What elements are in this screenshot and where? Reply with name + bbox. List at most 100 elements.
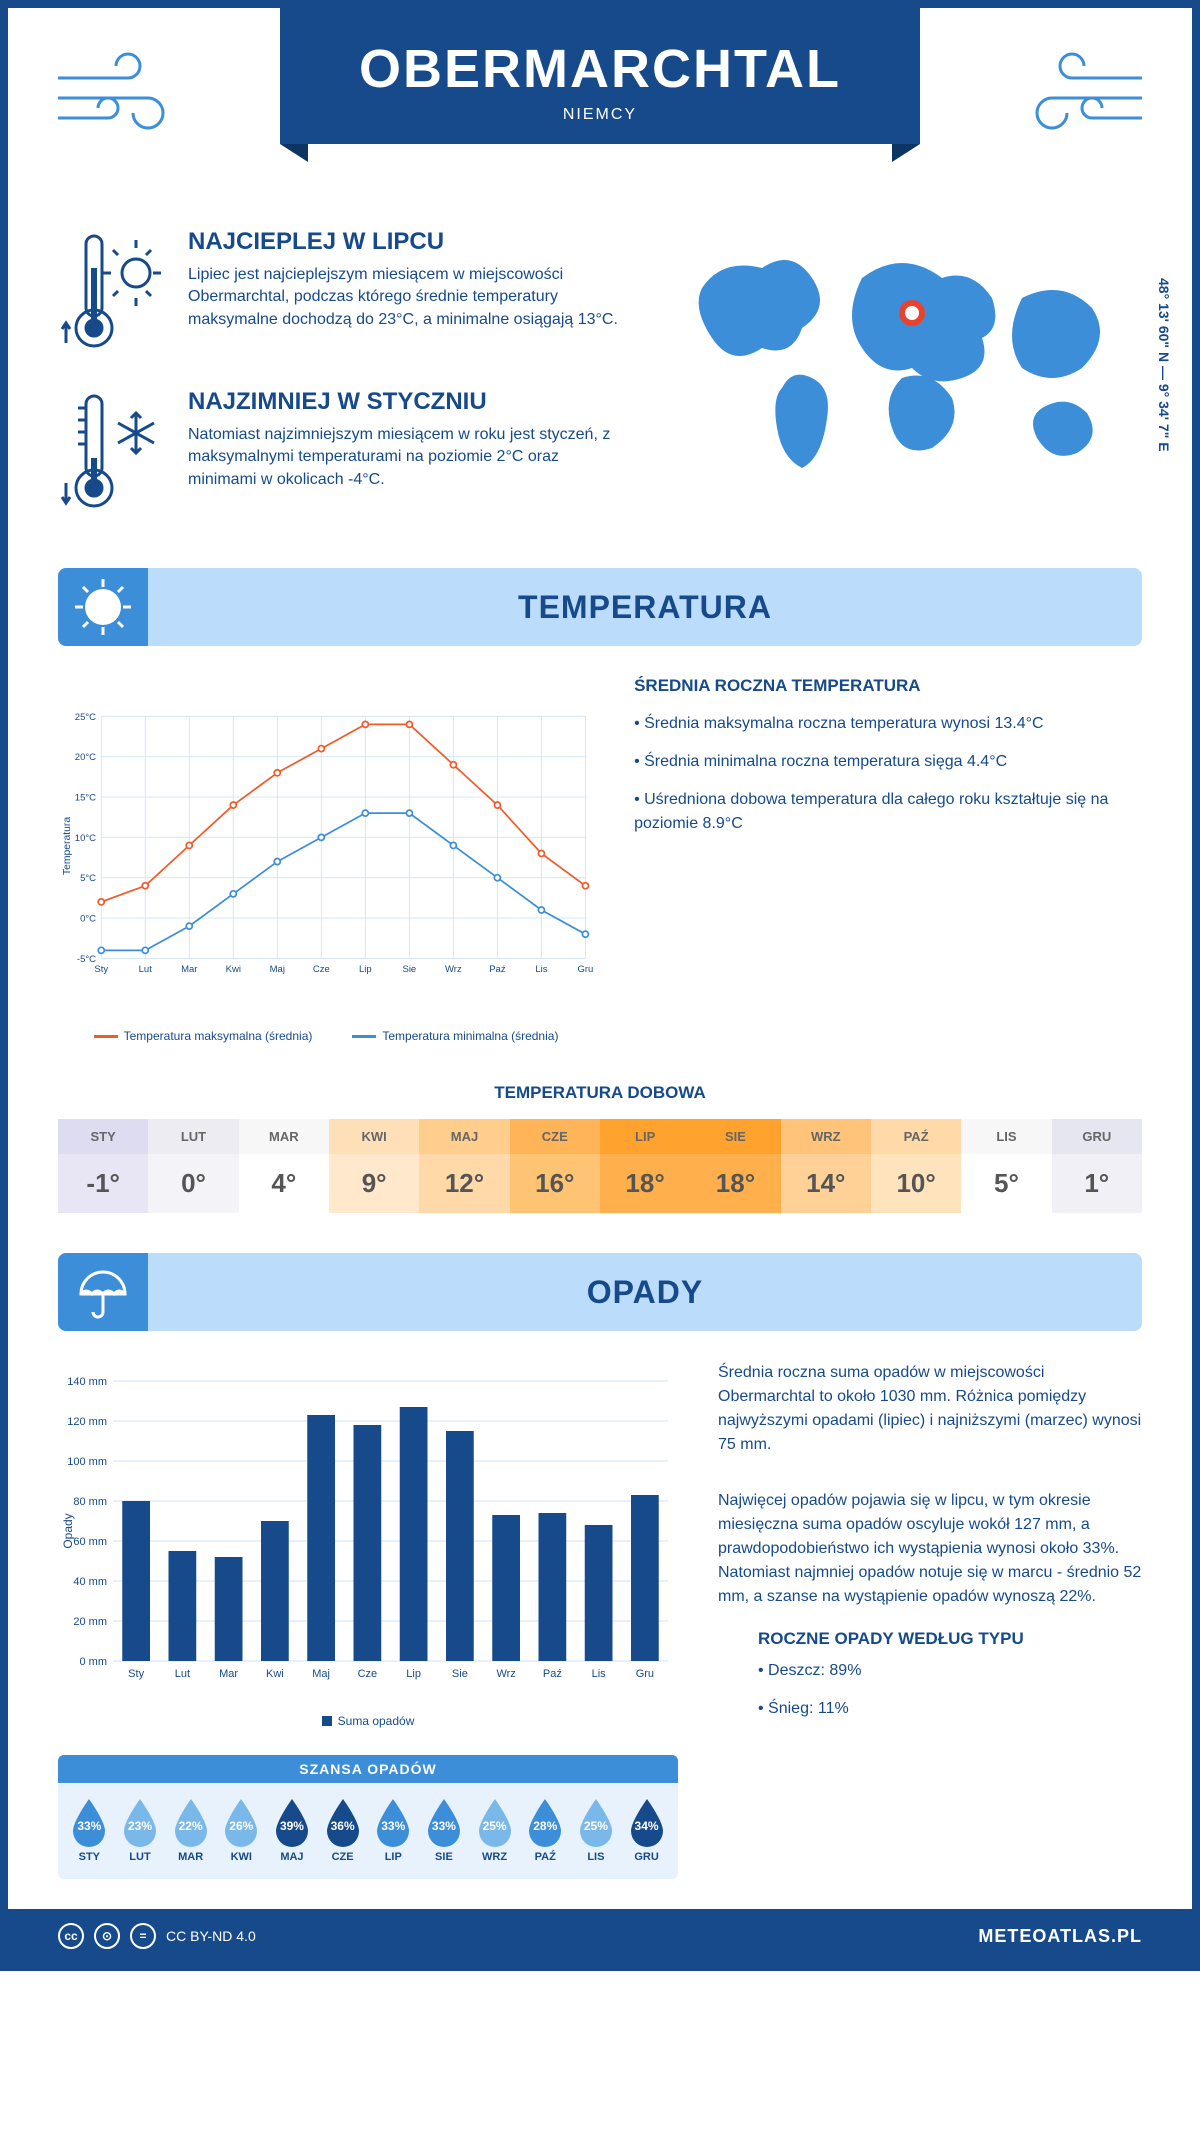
svg-text:Temperatura: Temperatura — [62, 817, 73, 875]
daily-cell: SIE 18° — [690, 1119, 780, 1213]
footer-site: METEOATLAS.PL — [978, 1926, 1142, 1947]
location-marker — [902, 303, 922, 323]
temperature-banner: TEMPERATURA — [58, 568, 1142, 646]
precip-type-snow: • Śnieg: 11% — [758, 1697, 1142, 1721]
rain-drop: 33% STY — [67, 1797, 111, 1863]
fact-hot-title: NAJCIEPLEJ W LIPCU — [188, 228, 622, 256]
coordinates-label: 48° 13' 60" N — 9° 34' 7" E — [1156, 278, 1172, 452]
rain-drop: 28% PAŹ — [523, 1797, 567, 1863]
fact-cold-text: Natomiast najzimniejszym miesiącem w rok… — [188, 424, 622, 491]
svg-text:20°C: 20°C — [75, 752, 96, 763]
svg-text:Kwi: Kwi — [226, 964, 241, 975]
temp-bullet-1: • Średnia minimalna roczna temperatura s… — [634, 750, 1142, 774]
precipitation-bar-chart: 0 mm 20 mm 40 mm 60 mm 80 mm 100 mm 120 mm 140 … — [58, 1361, 678, 1701]
wind-icon-left — [48, 48, 188, 148]
nd-icon: = — [130, 1923, 156, 1949]
svg-text:Lip: Lip — [406, 1668, 421, 1680]
legend-min-label: Temperatura minimalna (średnia) — [382, 1029, 558, 1043]
world-map: 48° 13' 60" N — 9° 34' 7" E — [662, 228, 1142, 548]
footer: cc ⊙ = CC BY-ND 4.0 METEOATLAS.PL — [8, 1909, 1192, 1963]
precip-legend: Suma opadów — [58, 1714, 678, 1728]
svg-text:-5°C: -5°C — [77, 954, 96, 965]
daily-temp-title: TEMPERATURA DOBOWA — [8, 1083, 1192, 1103]
svg-text:60 mm: 60 mm — [73, 1536, 107, 1548]
precipitation-banner: OPADY — [58, 1253, 1142, 1331]
umbrella-icon — [58, 1253, 148, 1331]
precipitation-body: 0 mm 20 mm 40 mm 60 mm 80 mm 100 mm 120 mm 140 … — [8, 1331, 1192, 1755]
header-tab: OBERMARCHTAL NIEMCY — [280, 8, 920, 144]
svg-text:Opady: Opady — [61, 1513, 75, 1548]
svg-text:Sie: Sie — [452, 1668, 468, 1680]
svg-text:Mar: Mar — [181, 964, 197, 975]
precip-p2: Najwięcej opadów pojawia się w lipcu, w … — [718, 1489, 1142, 1609]
svg-text:Lip: Lip — [359, 964, 372, 975]
license-text: CC BY-ND 4.0 — [166, 1928, 256, 1944]
rain-drop: 36% CZE — [321, 1797, 365, 1863]
precip-type-title: ROCZNE OPADY WEDŁUG TYPU — [758, 1629, 1142, 1649]
cc-icon: cc — [58, 1923, 84, 1949]
daily-cell: LIP 18° — [600, 1119, 690, 1213]
daily-cell: GRU 1° — [1052, 1119, 1142, 1213]
precip-side-text: Średnia roczna suma opadów w miejscowośc… — [718, 1361, 1142, 1735]
daily-cell: MAR 4° — [239, 1119, 329, 1213]
svg-text:0 mm: 0 mm — [80, 1656, 108, 1668]
fact-hottest: NAJCIEPLEJ W LIPCU Lipiec jest najcieple… — [58, 228, 622, 358]
sun-icon — [58, 568, 148, 646]
daily-cell: KWI 9° — [329, 1119, 419, 1213]
svg-text:Paź: Paź — [489, 964, 506, 975]
rain-drop: 26% KWI — [219, 1797, 263, 1863]
svg-text:Cze: Cze — [313, 964, 330, 975]
svg-text:Sie: Sie — [402, 964, 416, 975]
svg-text:40 mm: 40 mm — [73, 1576, 107, 1588]
svg-text:120 mm: 120 mm — [67, 1416, 107, 1428]
daily-cell: CZE 16° — [510, 1119, 600, 1213]
city-title: OBERMARCHTAL — [280, 38, 920, 100]
rain-drop: 22% MAR — [169, 1797, 213, 1863]
svg-text:Sty: Sty — [94, 964, 108, 975]
svg-text:Maj: Maj — [312, 1668, 330, 1680]
thermometer-cold-icon — [58, 388, 168, 518]
rain-chance-row: 33% STY 23% LUT 22% MAR 26% KWI — [58, 1783, 678, 1869]
intro-section: NAJCIEPLEJ W LIPCU Lipiec jest najcieple… — [8, 198, 1192, 568]
temp-bullet-2: • Uśredniona dobowa temperatura dla całe… — [634, 788, 1142, 836]
svg-text:25°C: 25°C — [75, 712, 96, 723]
page-frame: OBERMARCHTAL NIEMCY — [0, 0, 1200, 1971]
svg-text:20 mm: 20 mm — [73, 1616, 107, 1628]
temperature-title: TEMPERATURA — [148, 589, 1142, 626]
svg-text:Lis: Lis — [535, 964, 547, 975]
svg-text:140 mm: 140 mm — [67, 1376, 107, 1388]
svg-text:80 mm: 80 mm — [73, 1496, 107, 1508]
daily-cell: LUT 0° — [148, 1119, 238, 1213]
svg-text:Wrz: Wrz — [496, 1668, 515, 1680]
svg-text:Wrz: Wrz — [445, 964, 462, 975]
precipitation-title: OPADY — [148, 1274, 1142, 1311]
rain-chance-title: SZANSA OPADÓW — [58, 1755, 678, 1783]
svg-text:Gru: Gru — [636, 1668, 654, 1680]
svg-text:Paź: Paź — [543, 1668, 562, 1680]
footer-license: cc ⊙ = CC BY-ND 4.0 — [58, 1923, 256, 1949]
svg-text:100 mm: 100 mm — [67, 1456, 107, 1468]
rain-drop: 25% WRZ — [473, 1797, 517, 1863]
svg-text:Kwi: Kwi — [266, 1668, 284, 1680]
rain-drop: 23% LUT — [118, 1797, 162, 1863]
svg-text:Maj: Maj — [270, 964, 285, 975]
svg-text:Mar: Mar — [219, 1668, 238, 1680]
header: OBERMARCHTAL NIEMCY — [8, 8, 1192, 198]
daily-cell: LIS 5° — [961, 1119, 1051, 1213]
daily-cell: STY -1° — [58, 1119, 148, 1213]
temp-legend: Temperatura maksymalna (średnia) Tempera… — [58, 1029, 594, 1043]
fact-hot-text: Lipiec jest najcieplejszym miesiącem w m… — [188, 264, 622, 331]
fact-coldest: NAJZIMNIEJ W STYCZNIU Natomiast najzimni… — [58, 388, 622, 518]
temperature-line-chart: -5°C0°C5°C10°C15°C20°C25°CStyLutMarKwiMa… — [58, 676, 594, 1016]
daily-temp-table: STY -1° LUT 0° MAR 4° KWI 9° MAJ 12° CZE… — [58, 1119, 1142, 1213]
rain-drop: 33% SIE — [422, 1797, 466, 1863]
svg-text:0°C: 0°C — [80, 914, 96, 925]
legend-max-label: Temperatura maksymalna (średnia) — [124, 1029, 313, 1043]
precip-legend-label: Suma opadów — [338, 1714, 415, 1728]
temp-side-text: ŚREDNIA ROCZNA TEMPERATURA • Średnia mak… — [634, 676, 1142, 1043]
svg-text:Lut: Lut — [139, 964, 153, 975]
svg-text:5°C: 5°C — [80, 873, 96, 884]
svg-text:Lis: Lis — [592, 1668, 607, 1680]
precip-type-rain: • Deszcz: 89% — [758, 1659, 1142, 1683]
temp-side-title: ŚREDNIA ROCZNA TEMPERATURA — [634, 676, 1142, 696]
